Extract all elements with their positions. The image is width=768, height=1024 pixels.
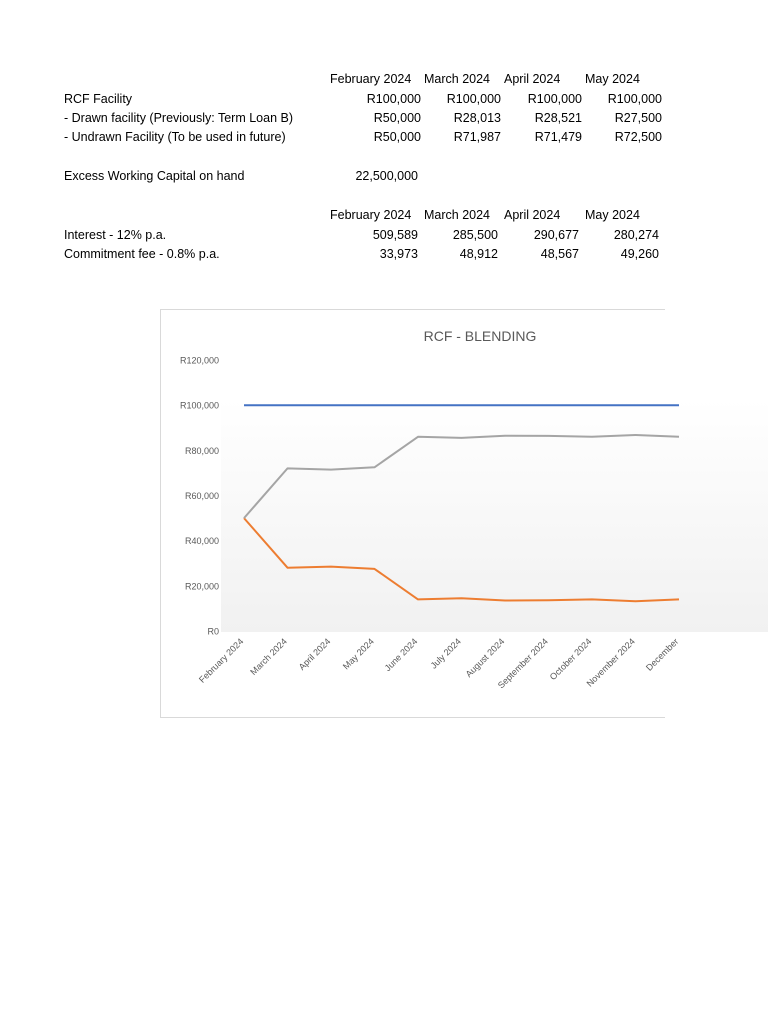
series-line-drawn: [243, 517, 680, 603]
cell: 49,260: [620, 247, 659, 261]
cell: R100,000: [607, 92, 662, 106]
x-tick-label: June 2024: [383, 636, 420, 673]
table1-month-2: March 2024: [424, 72, 491, 86]
x-tick-label: July 2024: [429, 636, 463, 670]
y-axis: R0 R20,000 R40,000 R60,000 R80,000 R100,000 R1…: [180, 356, 219, 637]
table2-month-4: May 2024: [585, 208, 640, 222]
table2-month-3: April 2024: [504, 208, 561, 222]
x-tick-label: August 2024: [464, 636, 507, 679]
y-tick-label: R120,000: [180, 356, 219, 366]
excess-label: Excess Working Capital on hand: [64, 169, 245, 183]
cell: R71,479: [534, 130, 582, 144]
cell: R72,500: [614, 130, 662, 144]
cell: 48,567: [540, 247, 579, 261]
cell: R28,521: [534, 111, 582, 125]
cell: R100,000: [446, 92, 501, 106]
cell: 48,912: [459, 247, 498, 261]
table2-month-1: February 2024: [330, 208, 412, 222]
series-line-undrawn: [243, 434, 680, 519]
y-tick-label: R0: [207, 627, 219, 637]
series-lines: [243, 404, 680, 603]
y-tick-label: R20,000: [185, 581, 219, 591]
cell: R71,987: [453, 130, 501, 144]
y-tick-label: R60,000: [185, 491, 219, 501]
row-label: Commitment fee - 0.8% p.a.: [64, 247, 220, 261]
x-tick-label: May 2024: [341, 636, 376, 671]
cell: 509,589: [372, 228, 418, 242]
plot-area-background: [221, 399, 768, 632]
cell: R50,000: [373, 111, 421, 125]
cell: R50,000: [373, 130, 421, 144]
cell: R100,000: [527, 92, 582, 106]
x-tick-label: October 2024: [548, 636, 594, 682]
cell: 33,973: [379, 247, 418, 261]
cell: R27,500: [614, 111, 662, 125]
row-label: Interest - 12% p.a.: [64, 228, 167, 242]
x-tick-label: December: [644, 636, 680, 672]
row-label: - Drawn facility (Previously: Term Loan …: [64, 111, 294, 125]
row-label: RCF Facility: [64, 92, 133, 106]
cell: 280,274: [613, 228, 659, 242]
table1-month-1: February 2024: [330, 72, 412, 86]
x-axis: February 2024 March 2024 April 2024 May 202…: [197, 636, 680, 690]
cell: 290,677: [533, 228, 579, 242]
table1-month-4: May 2024: [585, 72, 640, 86]
table1-month-3: April 2024: [504, 72, 561, 86]
chart-title: RCF - BLENDING: [424, 328, 537, 344]
y-tick-label: R100,000: [180, 401, 219, 411]
row-label: - Undrawn Facility (To be used in future…: [64, 130, 286, 144]
x-tick-label: April 2024: [297, 636, 333, 672]
x-tick-label: March 2024: [248, 636, 289, 677]
cell: R100,000: [366, 92, 421, 106]
y-tick-label: R80,000: [185, 446, 219, 456]
excess-value: 22,500,000: [355, 169, 418, 183]
y-tick-label: R40,000: [185, 536, 219, 546]
cell: R28,013: [453, 111, 501, 125]
table2-month-2: March 2024: [424, 208, 491, 222]
cell: 285,500: [452, 228, 498, 242]
x-tick-label: February 2024: [197, 636, 245, 684]
